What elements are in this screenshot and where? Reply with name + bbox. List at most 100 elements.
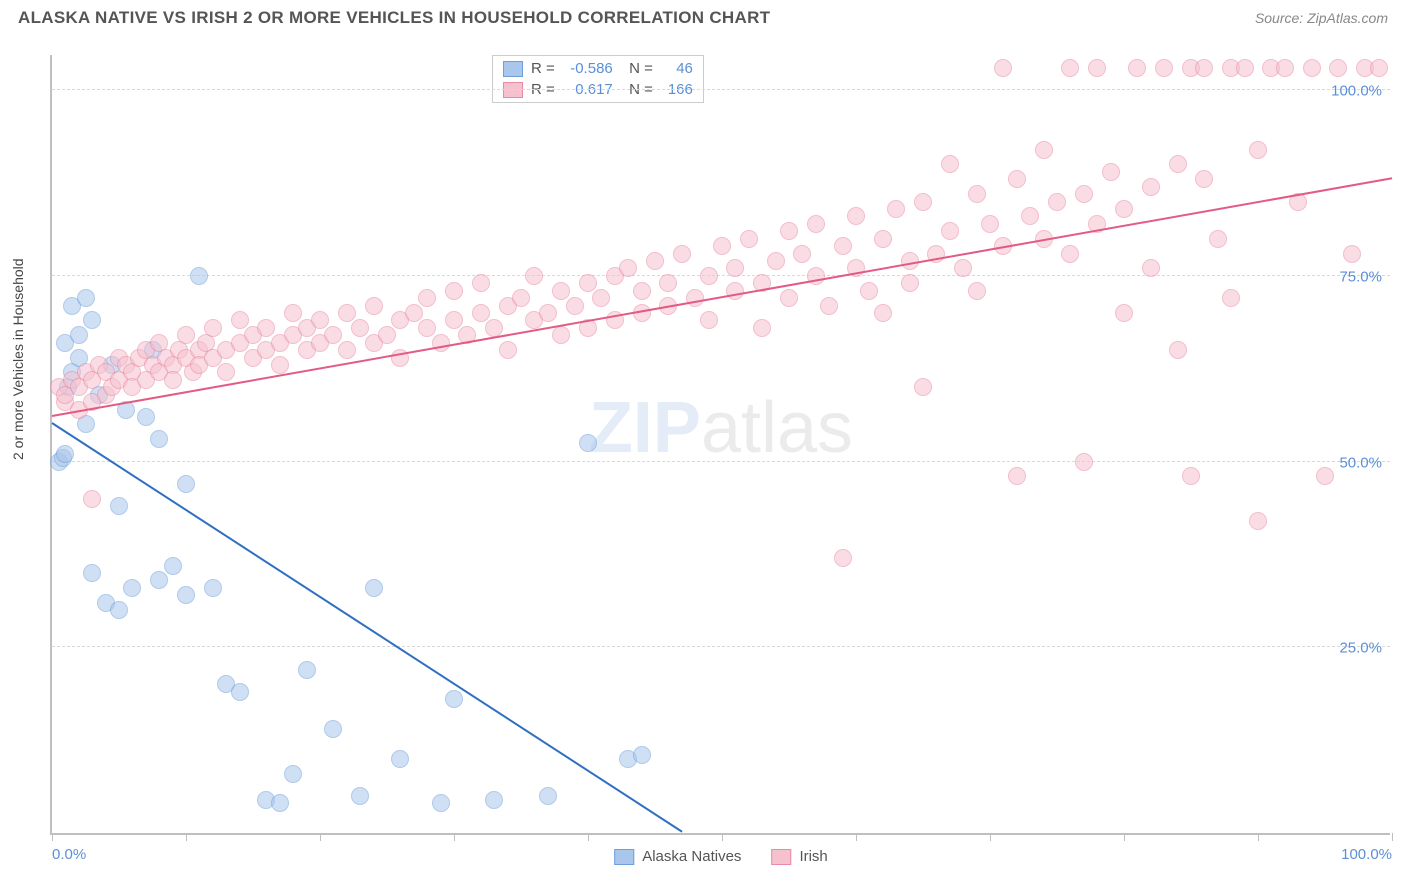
gridline [52,275,1390,276]
scatter-point [860,282,878,300]
scatter-point [525,267,543,285]
trendline [51,423,682,833]
scatter-point [592,289,610,307]
scatter-point [834,549,852,567]
x-tick [1258,833,1259,841]
scatter-point [110,497,128,515]
scatter-point [633,746,651,764]
scatter-point [284,304,302,322]
x-tick [52,833,53,841]
scatter-point [1008,467,1026,485]
watermark-zip: ZIP [589,388,701,468]
scatter-point [552,282,570,300]
scatter-point [659,274,677,292]
stat-r-value: -0.586 [563,60,613,77]
scatter-point [700,267,718,285]
y-tick-label: 25.0% [1339,640,1382,657]
x-tick [320,833,321,841]
gridline [52,89,1390,90]
x-tick [454,833,455,841]
legend: Alaska NativesIrish [614,848,828,865]
scatter-point [231,683,249,701]
gridline [52,461,1390,462]
scatter-point [1061,245,1079,263]
scatter-point [1088,59,1106,77]
scatter-point [365,297,383,315]
legend-item: Irish [771,848,827,865]
scatter-point [150,430,168,448]
scatter-point [1142,259,1160,277]
scatter-point [83,490,101,508]
scatter-point [485,791,503,809]
scatter-point [137,408,155,426]
scatter-point [914,378,932,396]
x-tick [1392,833,1393,841]
scatter-point [271,794,289,812]
scatter-point [56,445,74,463]
scatter-point [887,200,905,218]
x-tick [186,833,187,841]
scatter-point [1209,230,1227,248]
scatter-point [807,215,825,233]
scatter-point [874,304,892,322]
scatter-point [177,475,195,493]
scatter-point [1303,59,1321,77]
scatter-point [177,586,195,604]
watermark-atlas: atlas [701,388,853,468]
scatter-point [820,297,838,315]
scatter-point [472,304,490,322]
stats-row: R =-0.586 N =46 [493,58,703,79]
chart-title: ALASKA NATIVE VS IRISH 2 OR MORE VEHICLE… [18,8,770,28]
scatter-point [338,304,356,322]
scatter-point [1195,170,1213,188]
scatter-point [1142,178,1160,196]
scatter-point [566,297,584,315]
stat-n-label: N = [621,60,653,77]
scatter-point [1035,141,1053,159]
scatter-point [257,319,275,337]
scatter-point [204,319,222,337]
scatter-point [204,579,222,597]
scatter-point [1048,193,1066,211]
scatter-point [405,304,423,322]
scatter-point [271,356,289,374]
scatter-point [1329,59,1347,77]
scatter-point [981,215,999,233]
scatter-point [726,259,744,277]
scatter-point [619,259,637,277]
scatter-point [1061,59,1079,77]
scatter-point [539,787,557,805]
watermark: ZIPatlas [589,387,853,469]
scatter-point [579,434,597,452]
scatter-point [1249,512,1267,530]
scatter-point [391,750,409,768]
scatter-point [753,319,771,337]
scatter-point [1276,59,1294,77]
scatter-point [1155,59,1173,77]
scatter-point [686,289,704,307]
scatter-point [726,282,744,300]
stat-r-label: R = [531,60,555,77]
scatter-point [1182,467,1200,485]
scatter-point [1102,163,1120,181]
scatter-point [941,222,959,240]
scatter-point [740,230,758,248]
scatter-point [70,326,88,344]
scatter-point [793,245,811,263]
scatter-point [1075,453,1093,471]
x-tick-label: 0.0% [52,846,86,863]
legend-label: Irish [799,848,827,865]
scatter-point [633,282,651,300]
scatter-point [418,319,436,337]
scatter-point [418,289,436,307]
x-tick [722,833,723,841]
scatter-point [1222,289,1240,307]
x-tick [990,833,991,841]
scatter-point [968,185,986,203]
scatter-point [83,311,101,329]
scatter-point [847,207,865,225]
scatter-point [284,765,302,783]
scatter-point [1115,304,1133,322]
chart-container: 2 or more Vehicles in Household ZIPatlas… [0,40,1406,892]
scatter-point [1195,59,1213,77]
